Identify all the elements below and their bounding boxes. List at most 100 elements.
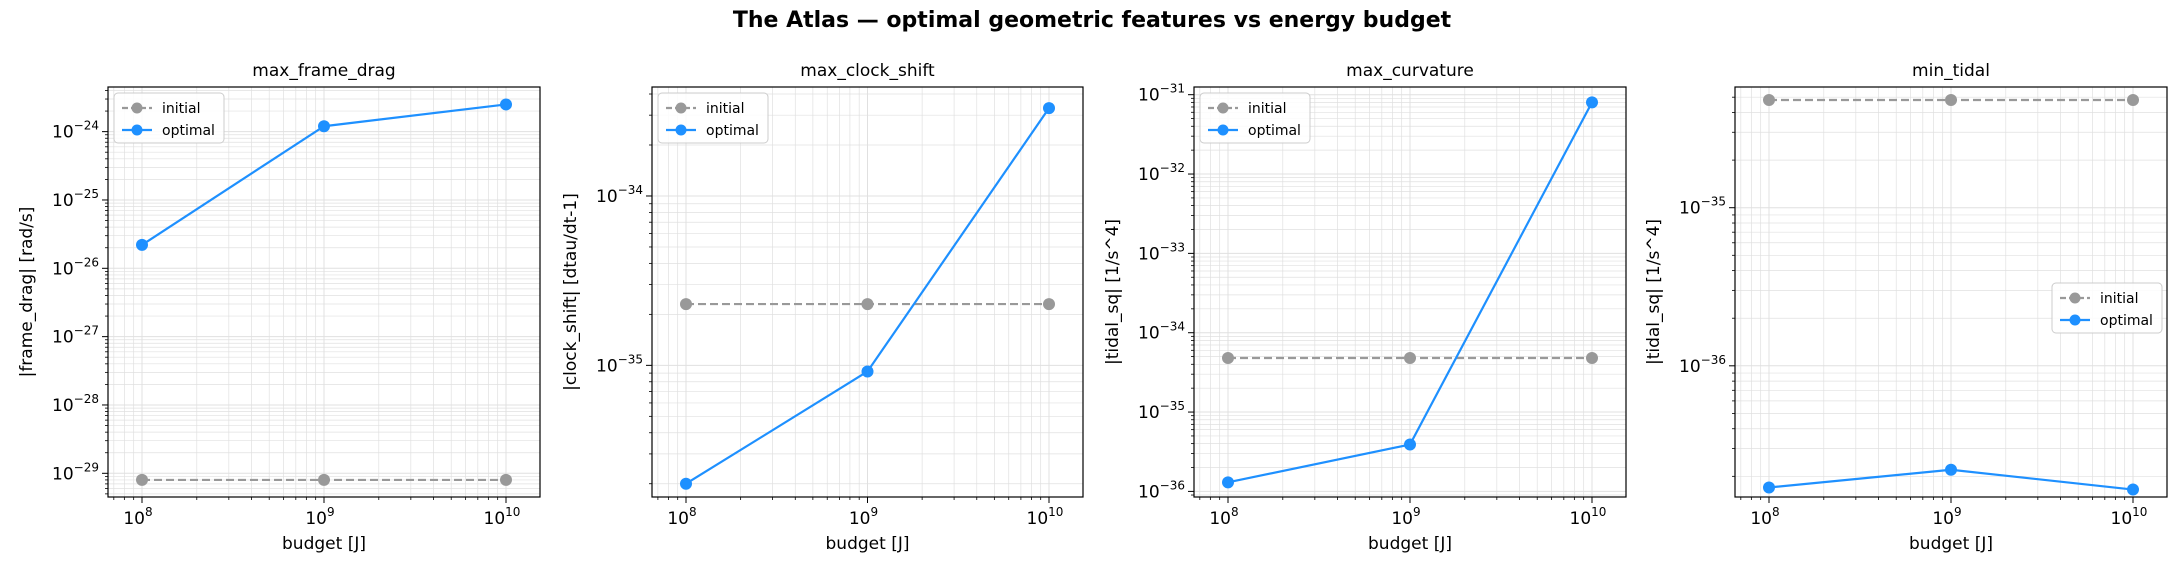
data-point-optimal [1043, 102, 1055, 115]
data-point-initial [1404, 352, 1416, 365]
x-tick-label: 109 [849, 505, 878, 529]
legend-marker-optimal [131, 124, 143, 136]
data-point-initial [318, 473, 330, 486]
legend-marker-initial [1217, 102, 1229, 114]
y-tick-base: 10 [1138, 482, 1160, 502]
figure-title: The Atlas — optimal geometric features v… [732, 8, 1452, 33]
data-point-optimal [1945, 463, 1957, 476]
legend-label-optimal: optimal [162, 123, 215, 139]
legend-label-optimal: optimal [2100, 313, 2153, 329]
data-point-optimal [2127, 483, 2139, 496]
y-tick-exponent: −33 [1160, 240, 1185, 254]
x-tick-exponent: 10 [505, 505, 520, 519]
data-point-optimal [318, 120, 330, 133]
legend: initial optimal [657, 92, 769, 144]
y-tick-label: 10−34 [1138, 320, 1185, 344]
y-tick-base: 10 [1138, 403, 1160, 423]
x-tick-exponent: 10 [1591, 505, 1606, 519]
x-tick-label: 1010 [1570, 505, 1607, 529]
x-tick-label: 109 [1391, 505, 1420, 529]
y-tick-label: 10−34 [596, 183, 643, 207]
data-point-initial [1945, 93, 1957, 106]
data-point-optimal [1763, 481, 1775, 494]
legend-label-optimal: optimal [706, 123, 759, 139]
y-tick-label: 10−36 [1138, 478, 1185, 502]
x-tick-exponent: 10 [2132, 505, 2147, 519]
data-point-optimal [500, 98, 512, 111]
x-tick-base: 10 [1570, 509, 1592, 529]
x-tick-label: 108 [1750, 505, 1779, 529]
y-tick-label: 10−32 [1138, 161, 1185, 185]
legend-marker-initial [131, 102, 143, 114]
legend-marker-optimal [675, 124, 687, 136]
x-tick-label: 109 [1932, 505, 1961, 529]
y-tick-base: 10 [596, 187, 618, 207]
y-tick-exponent: −31 [1160, 82, 1185, 96]
data-point-optimal [861, 365, 874, 378]
data-point-initial [136, 473, 148, 486]
y-tick-base: 10 [1138, 86, 1160, 106]
x-tick-label: 108 [1209, 505, 1238, 529]
x-tick-exponent: 9 [871, 505, 879, 519]
y-axis-label: |clock_shift| [dtau/dt-1] [561, 193, 581, 391]
y-tick-base: 10 [1679, 199, 1701, 219]
x-tick-label: 108 [123, 505, 152, 529]
legend-marker-initial [2069, 292, 2081, 304]
x-tick-exponent: 8 [689, 505, 697, 519]
y-tick-label: 10−33 [1138, 240, 1185, 264]
legend-marker-initial [675, 102, 687, 114]
grid [1194, 87, 1626, 497]
legend-label-initial: initial [706, 101, 745, 117]
legend: initial optimal [1199, 92, 1311, 144]
chart-title: max_clock_shift [800, 61, 935, 81]
y-axis-label: |tidal_sq| [1/s^4] [1103, 219, 1123, 365]
y-tick-exponent: −34 [1160, 320, 1185, 334]
x-axis-label: budget [J] [1368, 534, 1452, 554]
y-tick-label: 10−27 [52, 324, 99, 348]
y-tick-exponent: −35 [1160, 399, 1185, 413]
x-tick-base: 10 [1750, 509, 1772, 529]
y-tick-exponent: −27 [74, 324, 99, 338]
x-tick-base: 10 [667, 509, 689, 529]
legend-label-initial: initial [1248, 101, 1287, 117]
y-tick-base: 10 [52, 259, 74, 279]
data-point-optimal [1222, 476, 1234, 489]
y-tick-base: 10 [52, 191, 74, 211]
x-axis-label: budget [J] [282, 534, 366, 554]
x-axis-label: budget [J] [1909, 534, 1993, 554]
y-tick-base: 10 [1138, 244, 1160, 264]
data-point-initial [1586, 352, 1598, 365]
data-point-initial [1222, 352, 1234, 365]
x-tick-label: 109 [305, 505, 334, 529]
data-point-initial [680, 298, 692, 311]
y-tick-base: 10 [1138, 324, 1160, 344]
data-point-initial [1043, 298, 1055, 311]
x-tick-base: 10 [123, 509, 145, 529]
y-tick-label: 10−35 [596, 352, 643, 376]
chart-title: max_frame_drag [252, 61, 395, 81]
y-tick-base: 10 [1679, 357, 1701, 377]
y-tick-label: 10−35 [1679, 195, 1726, 219]
y-tick-base: 10 [52, 464, 74, 484]
y-tick-exponent: −36 [1160, 478, 1185, 492]
x-tick-label: 1010 [484, 505, 521, 529]
x-tick-exponent: 8 [145, 505, 153, 519]
x-axis-label: budget [J] [826, 534, 910, 554]
chart-title: min_tidal [1912, 61, 1990, 81]
y-axis-label: |frame_drag| [rad/s] [17, 207, 37, 378]
x-tick-base: 10 [2111, 509, 2133, 529]
grid [652, 87, 1083, 497]
y-tick-exponent: −25 [74, 187, 99, 201]
y-tick-base: 10 [52, 328, 74, 348]
y-tick-label: 10−24 [52, 119, 99, 143]
x-tick-base: 10 [305, 509, 327, 529]
x-tick-base: 10 [1391, 509, 1413, 529]
y-tick-label: 10−29 [52, 460, 99, 484]
y-tick-exponent: −24 [74, 119, 99, 133]
x-tick-base: 10 [1932, 509, 1954, 529]
y-tick-exponent: −32 [1160, 161, 1185, 175]
